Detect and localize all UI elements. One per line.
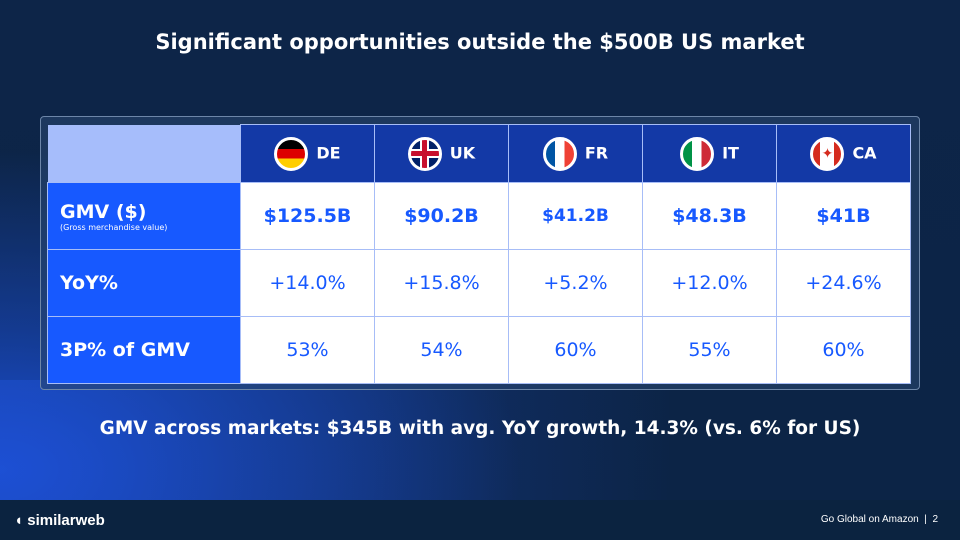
canada-flag-icon: ✦ bbox=[810, 136, 845, 171]
logo-text: similarweb bbox=[27, 512, 105, 529]
slide-title: Significant opportunities outside the $5… bbox=[155, 30, 805, 54]
table-cell: 60% bbox=[508, 316, 643, 384]
row-label: 3P% of GMV bbox=[47, 316, 241, 384]
row-label: GMV ($) (Gross merchandise value) bbox=[47, 182, 241, 250]
column-label: CA bbox=[852, 143, 877, 162]
table-cell: +12.0% bbox=[642, 249, 777, 317]
uk-flag-icon bbox=[407, 136, 442, 171]
corner-cell bbox=[47, 124, 241, 183]
market-table: DE UK FR IT ✦ CA GMV ($) (Gross merchandis… bbox=[47, 124, 911, 384]
row-label-text: GMV ($) bbox=[60, 200, 147, 223]
column-de: DE bbox=[240, 124, 375, 183]
footer-separator: | bbox=[924, 514, 927, 525]
table-cell: +14.0% bbox=[240, 249, 375, 317]
table-cell: $41.2B bbox=[508, 182, 643, 250]
table-cell: 60% bbox=[776, 316, 911, 384]
column-it: IT bbox=[642, 124, 777, 183]
table-cell: 54% bbox=[374, 316, 509, 384]
column-label: DE bbox=[316, 143, 341, 162]
row-sublabel: (Gross merchandise value) bbox=[60, 222, 168, 232]
column-label: IT bbox=[722, 143, 739, 162]
table-cell: +15.8% bbox=[374, 249, 509, 317]
row-label: YoY% bbox=[47, 249, 241, 317]
table-cell: $90.2B bbox=[374, 182, 509, 250]
similarweb-logo: ◖ similarweb bbox=[14, 512, 105, 529]
column-label: FR bbox=[584, 143, 609, 162]
france-flag-icon bbox=[542, 136, 577, 171]
column-label: UK bbox=[449, 143, 476, 162]
column-uk: UK bbox=[374, 124, 509, 183]
table-cell: 55% bbox=[642, 316, 777, 384]
table-row-3p: 3P% of GMV 53% 54% 60% 55% 60% bbox=[47, 316, 911, 384]
page-number: 2 bbox=[932, 514, 938, 525]
table-cell: +24.6% bbox=[776, 249, 911, 317]
table-row-gmv: GMV ($) (Gross merchandise value) $125.5B… bbox=[47, 182, 911, 250]
table-cell: $48.3B bbox=[642, 182, 777, 250]
table-cell: $41B bbox=[776, 182, 911, 250]
footer-right: Go Global on Amazon | 2 bbox=[821, 514, 938, 525]
footer: ◖ similarweb Go Global on Amazon | 2 bbox=[0, 500, 960, 540]
table-cell: +5.2% bbox=[508, 249, 643, 317]
italy-flag-icon bbox=[680, 136, 715, 171]
header-row: DE UK FR IT ✦ CA bbox=[47, 124, 911, 183]
similarweb-icon: ◖ bbox=[14, 512, 24, 529]
table-cell: 53% bbox=[240, 316, 375, 384]
column-fr: FR bbox=[508, 124, 643, 183]
germany-flag-icon bbox=[274, 136, 309, 171]
column-ca: ✦ CA bbox=[776, 124, 911, 183]
table-cell: $125.5B bbox=[240, 182, 375, 250]
table-row-yoy: YoY% +14.0% +15.8% +5.2% +12.0% +24.6% bbox=[47, 249, 911, 317]
summary-text: GMV across markets: $345B with avg. YoY … bbox=[99, 418, 861, 439]
footer-text: Go Global on Amazon bbox=[820, 514, 919, 525]
